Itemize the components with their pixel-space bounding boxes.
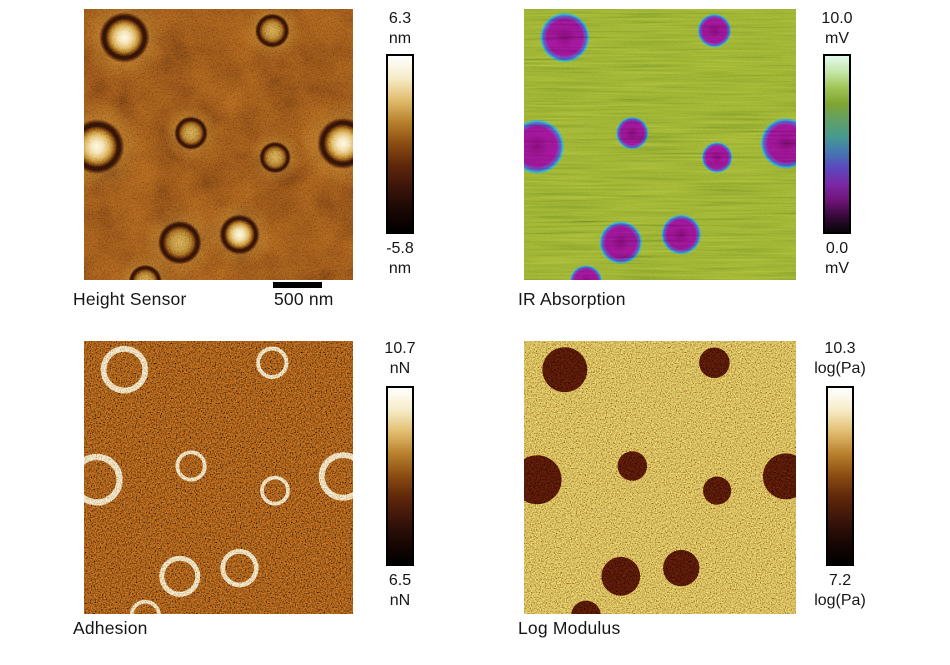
adhesion-afm-image xyxy=(84,341,353,614)
colorbar-max-unit: nm xyxy=(388,30,412,47)
colorbar-min-unit: log(Pa) xyxy=(814,592,866,609)
height-colorbar-max: 6.3 nm xyxy=(345,9,455,49)
panel-label-height-sensor: Height Sensor xyxy=(73,289,187,309)
ir-absorption-afm-image xyxy=(524,9,796,280)
modulus-colorbar xyxy=(826,386,854,566)
ir-colorbar xyxy=(823,54,851,234)
adhesion-colorbar-min: 6.5 nN xyxy=(345,571,455,611)
colorbar-min-unit: mV xyxy=(825,260,849,277)
colorbar-min-value: -5.8 xyxy=(386,240,414,257)
panel-label-adhesion: Adhesion xyxy=(73,618,148,638)
colorbar-max-value: 10.3 xyxy=(824,340,856,357)
scale-bar xyxy=(273,282,322,288)
modulus-colorbar-min: 7.2 log(Pa) xyxy=(785,571,895,611)
colorbar-max-value: 10.0 xyxy=(821,10,853,27)
panel-label-ir-absorption: IR Absorption xyxy=(518,289,626,309)
adhesion-colorbar-max: 10.7 nN xyxy=(345,339,455,379)
colorbar-max-unit: log(Pa) xyxy=(814,360,866,377)
height-sensor-afm-image xyxy=(84,9,353,280)
colorbar-max-value: 10.7 xyxy=(384,340,416,357)
adhesion-colorbar xyxy=(386,386,414,566)
colorbar-max-unit: nN xyxy=(389,360,411,377)
colorbar-min-value: 0.0 xyxy=(825,240,849,257)
ir-colorbar-min: 0.0 mV xyxy=(782,239,892,279)
colorbar-min-value: 7.2 xyxy=(828,572,852,589)
scale-bar-label: 500 nm xyxy=(274,289,334,309)
modulus-colorbar-max: 10.3 log(Pa) xyxy=(785,339,895,379)
panel-label-log-modulus: Log Modulus xyxy=(518,618,621,638)
ir-colorbar-max: 10.0 mV xyxy=(782,9,892,49)
colorbar-min-unit: nm xyxy=(388,260,412,277)
colorbar-max-value: 6.3 xyxy=(388,10,412,27)
colorbar-min-value: 6.5 xyxy=(388,572,412,589)
colorbar-max-unit: mV xyxy=(825,30,849,47)
height-colorbar xyxy=(386,54,414,234)
log-modulus-afm-image xyxy=(524,341,796,614)
height-colorbar-min: -5.8 nm xyxy=(345,239,455,279)
colorbar-min-unit: nN xyxy=(389,592,411,609)
